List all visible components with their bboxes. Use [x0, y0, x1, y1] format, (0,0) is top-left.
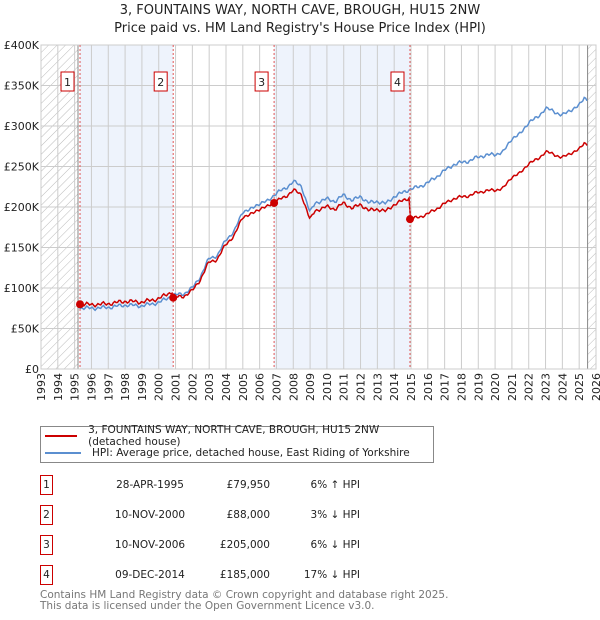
x-tick-label: 1996: [85, 373, 98, 401]
sale-number: 1: [40, 475, 53, 495]
x-tick-label: 2009: [304, 373, 317, 401]
x-tick-label: 2020: [489, 373, 502, 401]
x-tick-label: 1994: [52, 373, 65, 401]
property-line: [79, 141, 588, 308]
x-tick-label: 2023: [540, 373, 553, 401]
x-tick-label: 2025: [573, 373, 586, 401]
sale-number-box: [60, 71, 75, 92]
y-tick-label: £50K: [11, 323, 40, 336]
sale-price: £88,000: [226, 509, 270, 521]
sale-date: 09-DEC-2014: [115, 569, 185, 581]
sale-price: £79,950: [226, 479, 270, 491]
sale-hpi-diff: 3% ↓ HPI: [310, 509, 360, 521]
x-tick-label: 2026: [590, 373, 600, 401]
x-tick-label: 2013: [371, 373, 384, 401]
sale-hpi-diff: 17% ↓ HPI: [303, 569, 360, 581]
x-tick-label: 2010: [321, 373, 334, 401]
x-tick-label: 1997: [102, 373, 115, 401]
x-tick-label: 1993: [35, 373, 48, 401]
sale-point: [169, 293, 178, 302]
x-tick-label: 2022: [523, 373, 536, 401]
x-tick-label: 2000: [153, 373, 166, 401]
legend-item-hpi: HPI: Average price, detached house, East…: [45, 445, 410, 461]
hpi-line: [79, 96, 588, 312]
x-tick-label: 2007: [270, 373, 283, 401]
sale-date: 28-APR-1995: [116, 479, 184, 491]
sale-hpi-diff: 6% ↑ HPI: [310, 479, 360, 491]
x-tick-label: 2015: [405, 373, 418, 401]
sale-number-label: 1: [64, 76, 71, 89]
x-tick-label: 2003: [203, 373, 216, 401]
plot-border: [40, 44, 597, 370]
legend-label-property: 3, FOUNTAINS WAY, NORTH CAVE, BROUGH, HU…: [88, 424, 380, 448]
x-tick-label: 2008: [287, 373, 300, 401]
x-tick-label: 2005: [237, 373, 250, 401]
x-tick-label: 2024: [556, 373, 569, 401]
sale-point: [405, 215, 414, 224]
x-tick-label: 1998: [119, 373, 132, 401]
property-line-swatch: [45, 435, 78, 437]
chart-subtitle: Price paid vs. HM Land Registry's House …: [114, 21, 486, 36]
sale-number-label: 2: [157, 76, 164, 89]
hpi-line-swatch: [45, 452, 81, 454]
x-tick-label: 1995: [69, 373, 82, 401]
footer-copyright: Contains HM Land Registry data © Crown c…: [40, 589, 449, 601]
sale-number: 3: [40, 535, 53, 555]
legend-label-hpi: HPI: Average price, detached house, East…: [92, 447, 410, 459]
y-tick-label: £200K: [4, 201, 40, 214]
y-tick-label: £300K: [4, 120, 40, 133]
sale-number-box: [254, 71, 269, 92]
x-tick-label: 2011: [338, 373, 351, 401]
legend-item-property: 3, FOUNTAINS WAY, NORTH CAVE, BROUGH, HU…: [45, 424, 433, 448]
y-tick-label: £100K: [4, 282, 40, 295]
x-tick-label: 2001: [170, 373, 183, 401]
y-tick-label: £150K: [4, 242, 40, 255]
y-tick-label: £0: [25, 363, 39, 376]
x-tick-label: 2019: [472, 373, 485, 401]
y-tick-label: £350K: [4, 80, 40, 93]
x-tick-label: 2002: [186, 373, 199, 401]
sale-point: [270, 198, 279, 207]
price-chart: 1993 1994 1995 1996 1997 1998 1999 2000 2001 2002…: [4, 39, 600, 401]
sale-number-box: [153, 71, 168, 92]
x-tick-label: 2021: [506, 373, 519, 401]
x-tick-label: 2006: [254, 373, 267, 401]
sale-date: 10-NOV-2006: [114, 539, 186, 551]
sale-date: 10-NOV-2000: [114, 509, 186, 521]
x-tick-label: 2017: [439, 373, 452, 401]
x-tick-label: 2014: [388, 373, 401, 401]
sale-number-label: 4: [394, 76, 401, 89]
sale-hpi-diff: 6% ↓ HPI: [310, 539, 360, 551]
x-tick-label: 2012: [355, 373, 368, 401]
sale-number: 4: [40, 565, 53, 585]
footer-licence: This data is licensed under the Open Gov…: [40, 600, 375, 612]
sale-price: £185,000: [219, 569, 270, 581]
sale-price: £205,000: [219, 539, 270, 551]
x-tick-label: 2018: [455, 373, 468, 401]
y-tick-label: £250K: [4, 161, 40, 174]
y-tick-label: £400K: [4, 39, 40, 52]
x-tick-label: 2016: [422, 373, 435, 401]
legend: 3, FOUNTAINS WAY, NORTH CAVE, BROUGH, HU…: [40, 424, 434, 463]
sale-number: 2: [40, 505, 53, 525]
x-tick-label: 2004: [220, 373, 233, 401]
chart-title: 3, FOUNTAINS WAY, NORTH CAVE, BROUGH, HU…: [119, 3, 481, 18]
sale-point: [76, 300, 85, 309]
sale-number-box: [390, 71, 405, 92]
sale-number-label: 3: [258, 76, 265, 89]
x-tick-label: 1999: [136, 373, 149, 401]
